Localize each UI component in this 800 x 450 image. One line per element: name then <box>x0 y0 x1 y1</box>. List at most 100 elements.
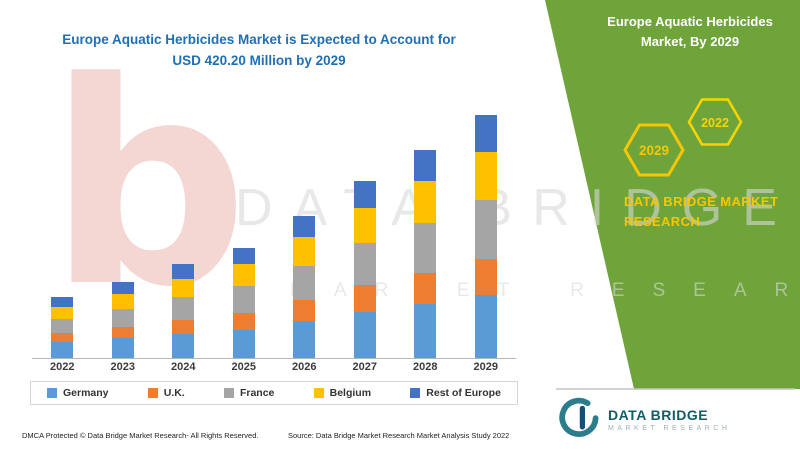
bar-segment-belgium <box>172 278 195 298</box>
bar-segment-rest-of-europe <box>111 282 134 294</box>
logo-name: DATA BRIDGE <box>608 406 709 423</box>
brand-b-watermark: b <box>48 23 249 349</box>
legend-swatch-icon <box>410 388 421 398</box>
logo-text-block: DATA BRIDGE MARKET RESEARCH <box>608 407 730 432</box>
legend-item-u-k-: U.K. <box>147 387 185 399</box>
stacked-bar-2025 <box>232 248 255 358</box>
bar-segment-germany <box>232 329 255 358</box>
chart-title-line1: Europe Aquatic Herbicides Market is Expe… <box>62 32 456 47</box>
bar-slot <box>274 98 335 358</box>
bar-segment-rest-of-europe <box>172 264 195 279</box>
x-axis-labels: 2022 2023 2024 2025 2026 2027 2028 2029 <box>32 361 516 373</box>
bar-segment-france <box>353 243 376 286</box>
stacked-bar-2027 <box>353 181 376 358</box>
bar-slot <box>395 98 456 358</box>
company-logo: DATA BRIDGE MARKET RESEARCH <box>556 397 730 441</box>
bar-slot <box>456 98 517 358</box>
bar-segment-germany <box>474 295 497 358</box>
stacked-bar-2026 <box>293 215 316 358</box>
bar-segment-belgium <box>353 207 376 244</box>
legend-label: Rest of Europe <box>426 387 501 399</box>
stacked-bar-2022 <box>51 297 74 358</box>
bar-segment-belgium <box>232 264 255 287</box>
legend-item-belgium: Belgium <box>313 387 372 399</box>
bar-segment-rest-of-europe <box>414 150 437 182</box>
bar-slot <box>93 98 154 358</box>
legend-swatch-icon <box>313 388 324 398</box>
x-axis-label-2028: 2028 <box>413 361 438 373</box>
bar-plot <box>32 98 516 359</box>
x-axis-label-2024: 2024 <box>171 361 196 373</box>
bar-slot <box>335 98 396 358</box>
logo-swoosh-icon <box>559 397 599 437</box>
bar-slot <box>32 98 93 358</box>
legend-item-germany: Germany <box>47 387 109 399</box>
bar-segment-france <box>232 286 255 313</box>
legend-swatch-icon <box>223 388 234 398</box>
hexagons-graphic: 2029 2022 <box>623 98 743 177</box>
bar-segment-rest-of-europe <box>51 297 74 307</box>
bar-segment-u-k- <box>293 299 316 322</box>
legend-label: Belgium <box>329 387 372 399</box>
side-panel-heading-line2: Market, By 2029 <box>640 34 740 50</box>
bar-segment-belgium <box>293 237 316 266</box>
legend-label: U.K. <box>163 387 185 399</box>
bar-segment-belgium <box>51 306 74 319</box>
bar-segment-rest-of-europe <box>474 115 497 152</box>
legend-item-france: France <box>223 387 275 399</box>
hexagon-2022-icon <box>687 98 743 146</box>
bar-segment-rest-of-europe <box>353 181 376 208</box>
bar-segment-u-k- <box>111 326 134 339</box>
side-panel-heading: Europe Aquatic Herbicides Market, By 202… <box>592 12 788 52</box>
bar-segment-u-k- <box>414 272 437 304</box>
stacked-bar-2024 <box>172 264 195 358</box>
bar-segment-france <box>172 297 195 320</box>
bar-segment-u-k- <box>353 285 376 312</box>
bar-segment-france <box>414 222 437 273</box>
bar-segment-germany <box>172 333 195 358</box>
bar-segment-germany <box>293 321 316 358</box>
bar-segment-france <box>474 200 497 259</box>
green-diagonal-panel <box>545 0 800 389</box>
bar-segment-germany <box>414 303 437 358</box>
x-axis-label-2023: 2023 <box>110 361 135 373</box>
hexagon-2029-label: 2029 <box>639 143 669 158</box>
hexagon-2022-label: 2022 <box>701 116 729 130</box>
bar-segment-belgium <box>111 293 134 309</box>
bar-segment-germany <box>51 342 74 358</box>
x-axis-label-2022: 2022 <box>50 361 75 373</box>
watermark-line1: DATA BRIDGE <box>235 179 797 237</box>
source-note: Source: Data Bridge Market Research Mark… <box>288 431 510 440</box>
legend-swatch-icon <box>47 388 57 398</box>
stacked-bar-2023 <box>111 282 134 358</box>
legend-swatch-icon <box>147 388 158 398</box>
x-axis-label-2027: 2027 <box>352 361 377 373</box>
legend: Germany U.K. France Belgium Rest of Europe <box>30 381 518 405</box>
year-hexagons: 2029 2022 <box>612 92 752 189</box>
hexagon-2029-icon <box>623 123 685 177</box>
x-axis-label-2025: 2025 <box>231 361 256 373</box>
bar-segment-u-k- <box>232 312 255 330</box>
bar-segment-u-k- <box>51 333 74 343</box>
legend-label: Germany <box>63 387 109 399</box>
bar-segment-france <box>51 318 74 334</box>
bar-segment-u-k- <box>474 258 497 296</box>
brand-name-gold: DATA BRIDGE MARKET RESEARCH <box>624 194 779 229</box>
bar-segment-germany <box>111 338 134 358</box>
bar-segment-rest-of-europe <box>232 248 255 265</box>
stacked-bar-2029 <box>474 115 497 358</box>
legend-item-rest-of-europe: Rest of Europe <box>410 387 501 399</box>
bar-segment-belgium <box>474 151 497 201</box>
bar-segment-france <box>111 308 134 327</box>
bar-slot <box>214 98 275 358</box>
legend-label: France <box>239 387 275 399</box>
dmca-notice: DMCA Protected © Data Bridge Market Rese… <box>22 431 259 440</box>
stacked-bar-2028 <box>414 150 437 358</box>
bar-slot <box>153 98 214 358</box>
logo-subtitle: MARKET RESEARCH <box>608 424 731 432</box>
side-panel-heading-line1: Europe Aquatic Herbicides <box>607 14 773 29</box>
chart-title: Europe Aquatic Herbicides Market is Expe… <box>28 30 490 72</box>
chart-title-line2: USD 420.20 Million by 2029 <box>172 52 346 68</box>
